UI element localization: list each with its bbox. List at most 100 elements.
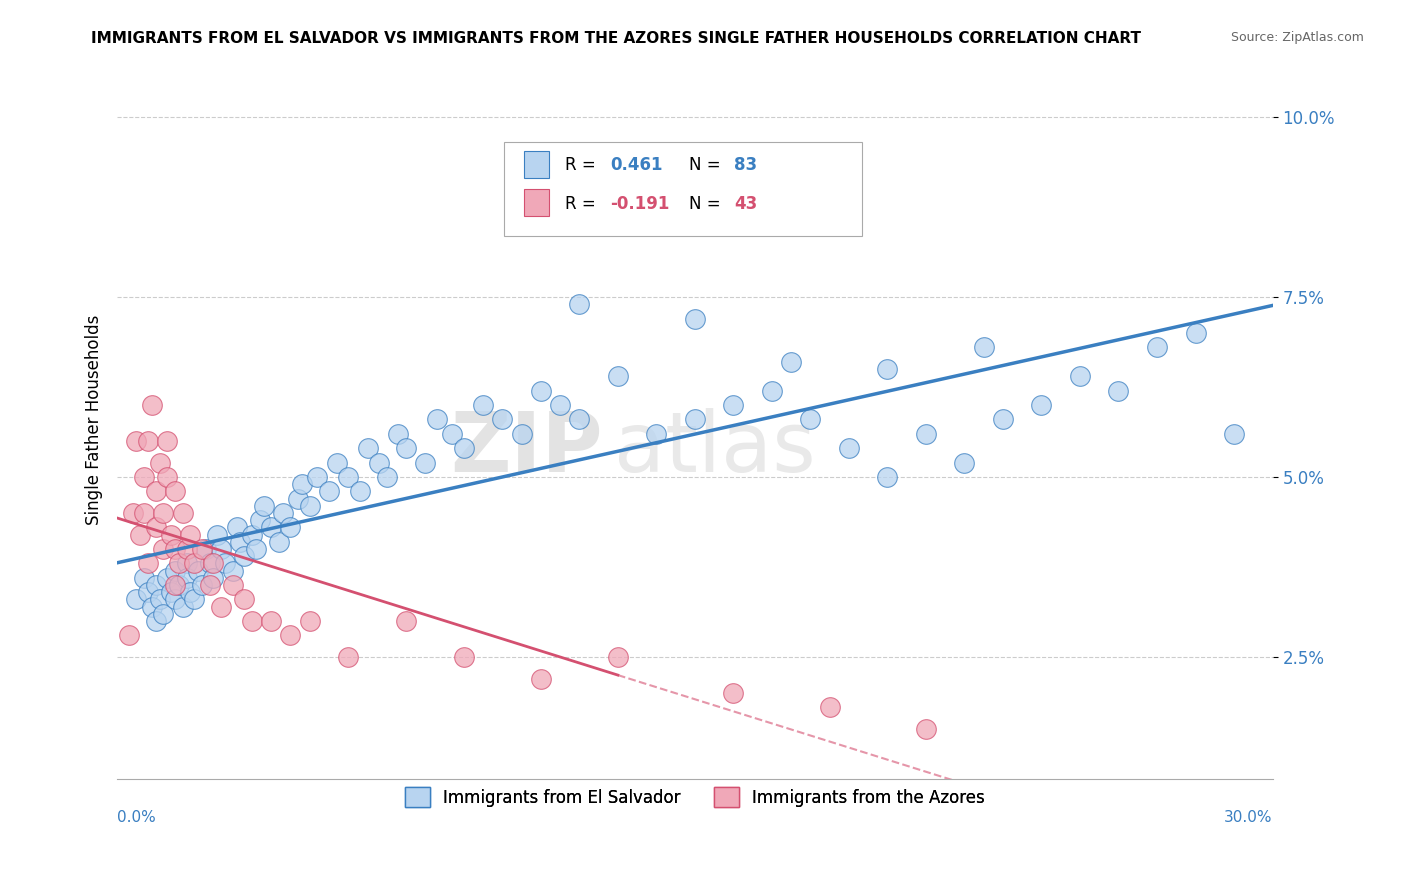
Point [240,614,263,628]
Point [723,398,745,412]
Point [1069,369,1091,384]
Point [179,585,201,599]
Point [134,506,156,520]
Point [426,412,449,426]
Point [187,564,209,578]
Point [145,578,167,592]
Point [606,649,628,664]
Point [145,520,167,534]
Point [472,398,495,412]
Point [838,441,860,455]
Text: 30.0%: 30.0% [1225,811,1272,825]
Point [413,456,436,470]
Point [233,592,256,607]
Point [176,571,198,585]
Point [271,506,294,520]
Point [129,527,152,541]
Point [233,549,256,564]
Text: ZIP: ZIP [450,408,602,489]
Point [167,557,190,571]
Text: 0.0%: 0.0% [117,811,156,825]
Point [163,541,186,556]
Point [298,499,321,513]
Text: 0.461: 0.461 [610,156,664,175]
Point [325,456,347,470]
Point [209,541,232,556]
Point [530,672,553,686]
Point [356,441,378,455]
Point [198,557,221,571]
Text: N =: N = [689,156,725,175]
Point [156,434,179,448]
Point [125,592,148,607]
Point [148,592,170,607]
Point [799,412,821,426]
Point [191,578,214,592]
Point [152,607,174,621]
Point [267,534,290,549]
Point [780,355,803,369]
Point [118,628,141,642]
Point [1184,326,1206,340]
Point [163,578,186,592]
Point [209,599,232,614]
Point [172,599,194,614]
Point [683,412,706,426]
Point [183,557,205,571]
Point [145,484,167,499]
Bar [524,151,550,178]
Point [222,578,245,592]
Point [240,527,263,541]
Point [973,341,995,355]
Point [606,369,628,384]
Point [176,541,198,556]
Point [761,384,783,398]
Y-axis label: Single Father Households: Single Father Households [86,314,103,524]
Point [163,484,186,499]
Point [291,477,314,491]
Point [1031,398,1053,412]
Point [953,456,976,470]
Point [307,470,329,484]
Point [134,470,156,484]
Text: 43: 43 [734,194,758,212]
Point [160,585,183,599]
Point [395,441,418,455]
Point [225,520,247,534]
Point [318,484,340,499]
Text: R =: R = [565,194,602,212]
Point [252,499,274,513]
Point [441,426,464,441]
Point [145,614,167,628]
Point [453,441,475,455]
Text: R =: R = [565,156,602,175]
Point [214,557,236,571]
Point [568,297,591,311]
Point [287,491,309,506]
Point [368,456,391,470]
Point [136,434,159,448]
Point [387,426,409,441]
Point [141,599,163,614]
FancyBboxPatch shape [505,143,862,235]
Point [683,311,706,326]
Point [156,571,179,585]
Point [1223,426,1246,441]
Text: atlas: atlas [614,408,815,489]
Point [645,426,668,441]
Point [222,564,245,578]
Point [991,412,1014,426]
Point [163,564,186,578]
Text: N =: N = [689,194,725,212]
Point [915,426,938,441]
Point [202,557,225,571]
Point [530,384,553,398]
Point [453,649,475,664]
Point [818,700,841,714]
Point [183,592,205,607]
Point [194,541,217,556]
Point [491,412,513,426]
Point [280,628,302,642]
Point [876,470,898,484]
Point [260,614,283,628]
